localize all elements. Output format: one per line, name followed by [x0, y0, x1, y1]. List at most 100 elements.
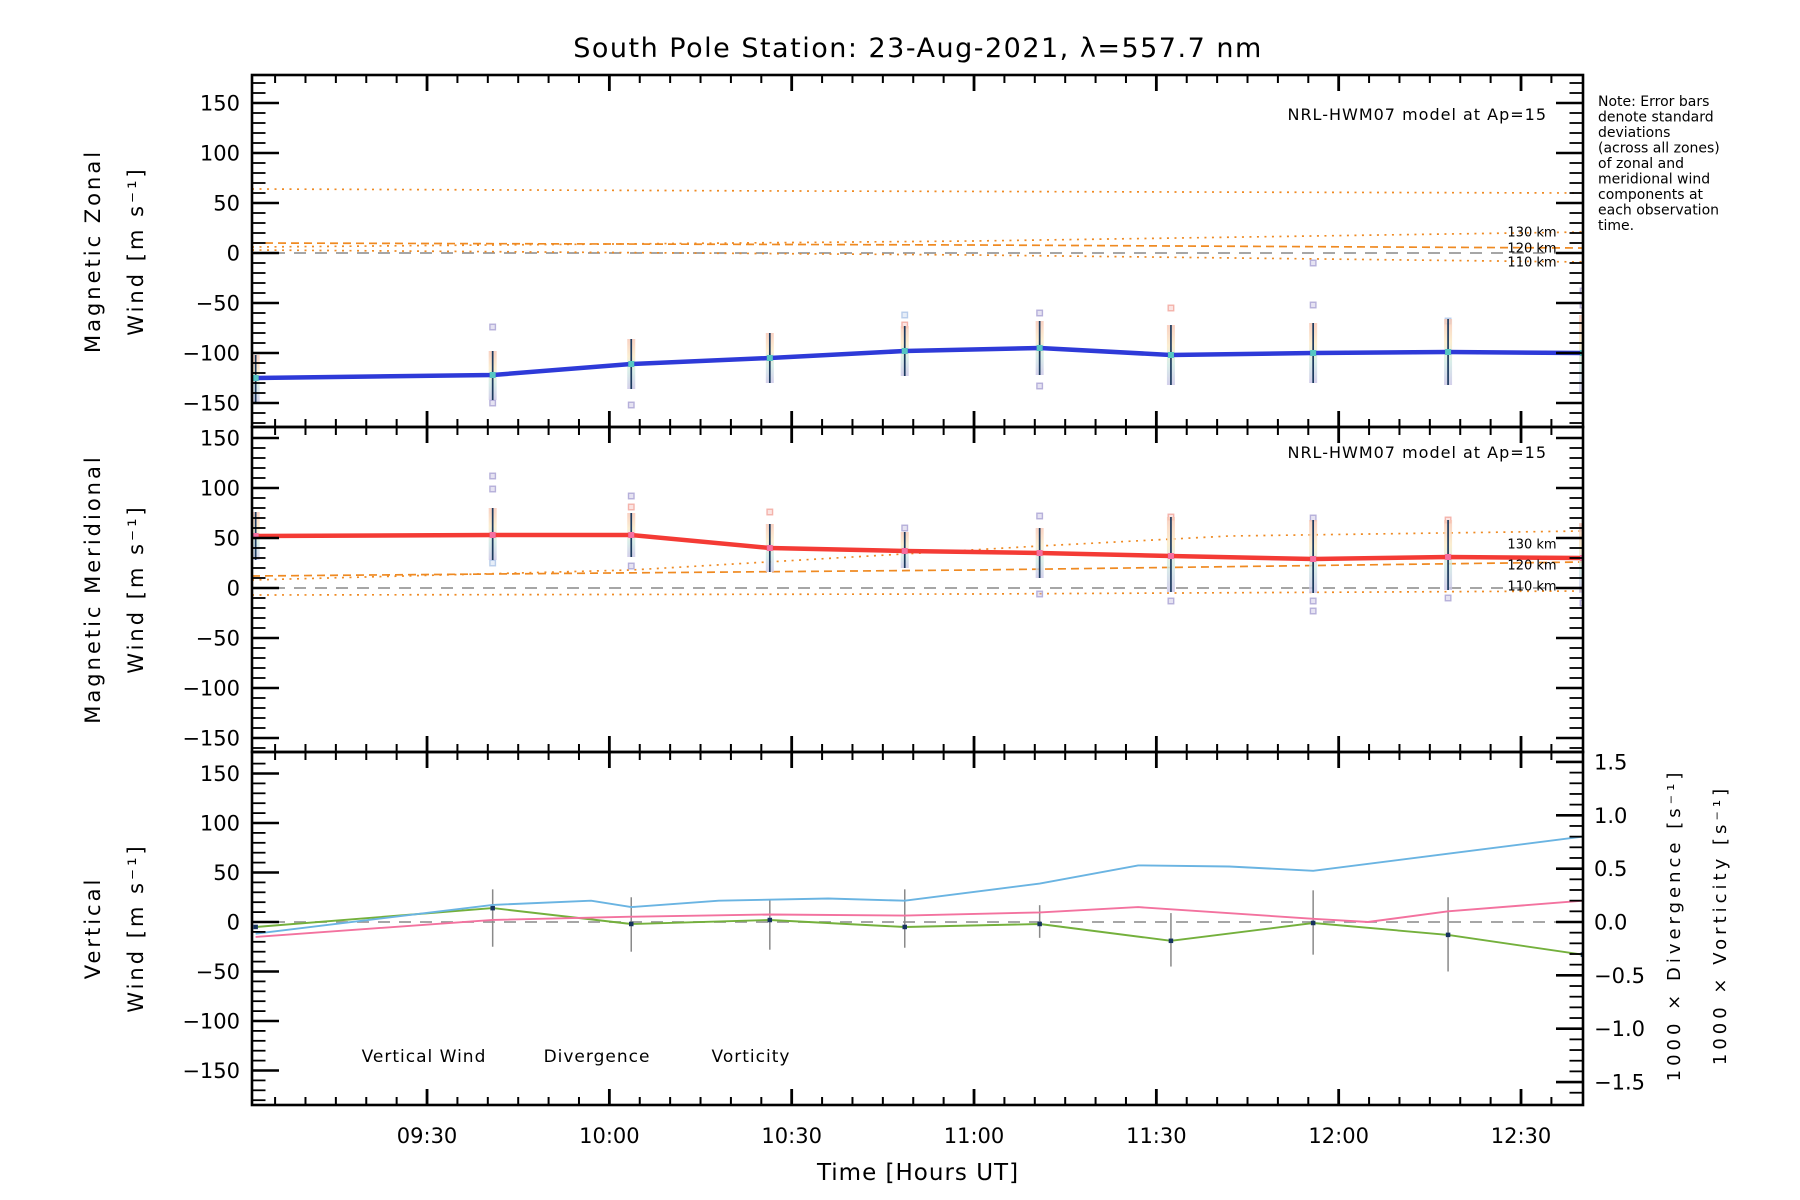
magnetic_meridional_wind-marker — [1310, 556, 1317, 562]
y-tick-label: −100 — [182, 1010, 240, 1034]
y-tick-label: 50 — [213, 527, 240, 551]
outlier-square — [1309, 607, 1317, 615]
y-tick-label: 150 — [200, 92, 240, 116]
x-axis-title: Time [Hours UT] — [816, 1160, 1019, 1186]
outlier-square — [1167, 597, 1175, 605]
outlier-square — [489, 472, 497, 480]
magnetic_zonal_wind-marker — [628, 361, 635, 367]
outlier-square — [489, 559, 497, 567]
note-line: (across all zones) — [1598, 141, 1720, 157]
y-tick-label: 50 — [213, 861, 240, 885]
model-line-120-km — [252, 242, 1583, 249]
vorticity-axis-title: 1000 × Vorticity [s⁻¹] — [1710, 785, 1731, 1065]
model-label-120-km: 120 km — [1507, 559, 1556, 574]
divergence_x1000-line — [255, 835, 1583, 935]
outlier-square — [1579, 301, 1583, 309]
y-tick-label: −50 — [196, 627, 240, 651]
model-line-130-km — [252, 231, 1583, 248]
y-tick-label: 150 — [200, 762, 240, 786]
outlier-square — [627, 562, 635, 570]
y-tick-label: 100 — [200, 812, 240, 836]
y-tick-label: −50 — [196, 960, 240, 984]
vertical_wind-marker — [628, 921, 634, 927]
model-label-110-km: 110 km — [1507, 256, 1556, 271]
figure-title: South Pole Station: 23-Aug-2021, λ=557.7… — [573, 33, 1263, 64]
outlier-square — [1444, 594, 1452, 602]
x-tick-label: 10:30 — [761, 1124, 822, 1148]
x-tick-label: 11:00 — [944, 1124, 1005, 1148]
outlier-square — [1309, 597, 1317, 605]
right-tick-label: −0.5 — [1594, 964, 1645, 988]
outlier-square — [1309, 514, 1317, 522]
divergence-axis-title: 1000 × Divergence [s⁻¹] — [1664, 769, 1685, 1082]
model-line-110-km — [252, 590, 1583, 596]
outlier-square — [766, 508, 774, 516]
vertical-wind-axis-title-line2: Wind [m s⁻¹] — [124, 843, 148, 1012]
outlier-square — [489, 323, 497, 331]
magnetic_zonal_wind-marker — [489, 372, 496, 378]
note-line: Note: Error bars — [1598, 94, 1709, 110]
note-line: denote standard — [1598, 110, 1714, 126]
magnetic_zonal_wind-marker — [1167, 352, 1174, 358]
zonal-axis-title-line2: Wind [m s⁻¹] — [124, 166, 148, 335]
panel-data-1 — [252, 472, 1583, 615]
outlier-square — [901, 311, 909, 319]
outlier-square — [627, 401, 635, 409]
outlier-square — [627, 492, 635, 500]
y-tick-label: −100 — [182, 342, 240, 366]
magnetic_zonal_wind-marker — [901, 348, 908, 354]
outlier-square — [1309, 259, 1317, 267]
magnetic_zonal_wind-marker — [1036, 345, 1043, 351]
magnetic_meridional_wind-marker — [1445, 554, 1452, 560]
vertical_wind-marker — [767, 917, 773, 923]
model-label-110-km: 110 km — [1507, 580, 1556, 595]
right-tick-label: 0.0 — [1594, 911, 1627, 935]
outlier-square — [901, 524, 909, 532]
model-line-110-km — [252, 249, 1583, 263]
outlier-square — [1309, 301, 1317, 309]
magnetic_zonal_wind-marker — [252, 375, 259, 381]
y-tick-label: 0 — [227, 911, 240, 935]
note-line: meridional wind — [1598, 172, 1710, 188]
magnetic_zonal_wind-line — [255, 345, 1583, 381]
y-tick-label: 100 — [200, 142, 240, 166]
x-tick-label: 12:30 — [1491, 1124, 1552, 1148]
y-tick-label: 100 — [200, 477, 240, 501]
panel-axes-vertical-wind-divergence-vorticity: 150 100 50 0 −50 −100 −150 1.5 1.0 0.5 0.0 −0.5 −1.0… — [182, 750, 1645, 1107]
legend-vertical-wind: Vertical Wind — [362, 1047, 487, 1067]
vertical_wind-marker — [1310, 920, 1316, 926]
magnetic_meridional_wind-marker — [901, 548, 908, 554]
outlier-square — [1579, 599, 1583, 607]
outlier-square — [1167, 304, 1175, 312]
note-line: of zonal and — [1598, 156, 1684, 172]
legend-divergence: Divergence — [544, 1047, 651, 1067]
y-tick-label: 0 — [227, 577, 240, 601]
model-annotation-zonal: NRL-HWM07 model at Ap=15 — [1287, 105, 1547, 124]
note-line: components at — [1598, 187, 1704, 203]
magnetic_meridional_wind-marker — [1036, 550, 1043, 556]
y-tick-label: −150 — [182, 392, 240, 416]
right-tick-label: 1.5 — [1594, 750, 1627, 774]
vertical_wind-marker — [253, 924, 258, 930]
y-tick-label: −150 — [182, 727, 240, 751]
panel-frame — [250, 750, 1585, 1107]
magnetic_meridional_wind-marker — [1167, 553, 1174, 559]
panel-data-0 — [252, 188, 1583, 409]
outlier-square — [489, 399, 497, 407]
note-line: deviations — [1598, 125, 1670, 141]
outlier-square — [1036, 382, 1044, 390]
panel-data-2 — [252, 835, 1583, 972]
meridional-axis-title-line1: Magnetic Meridional — [81, 454, 105, 723]
magnetic_meridional_wind-marker — [766, 545, 773, 551]
y-tick-label: 150 — [200, 427, 240, 451]
magnetic_meridional_wind-line — [255, 532, 1583, 562]
x-tick-label: 12:00 — [1308, 1124, 1369, 1148]
outlier-square — [489, 485, 497, 493]
model-label-130-km: 130 km — [1507, 226, 1556, 241]
magnetic_meridional_wind-marker — [252, 533, 259, 539]
magnetic_zonal_wind-marker — [1445, 349, 1452, 355]
magnetic_zonal_wind-marker — [766, 355, 773, 361]
right-tick-label: −1.5 — [1594, 1071, 1645, 1095]
